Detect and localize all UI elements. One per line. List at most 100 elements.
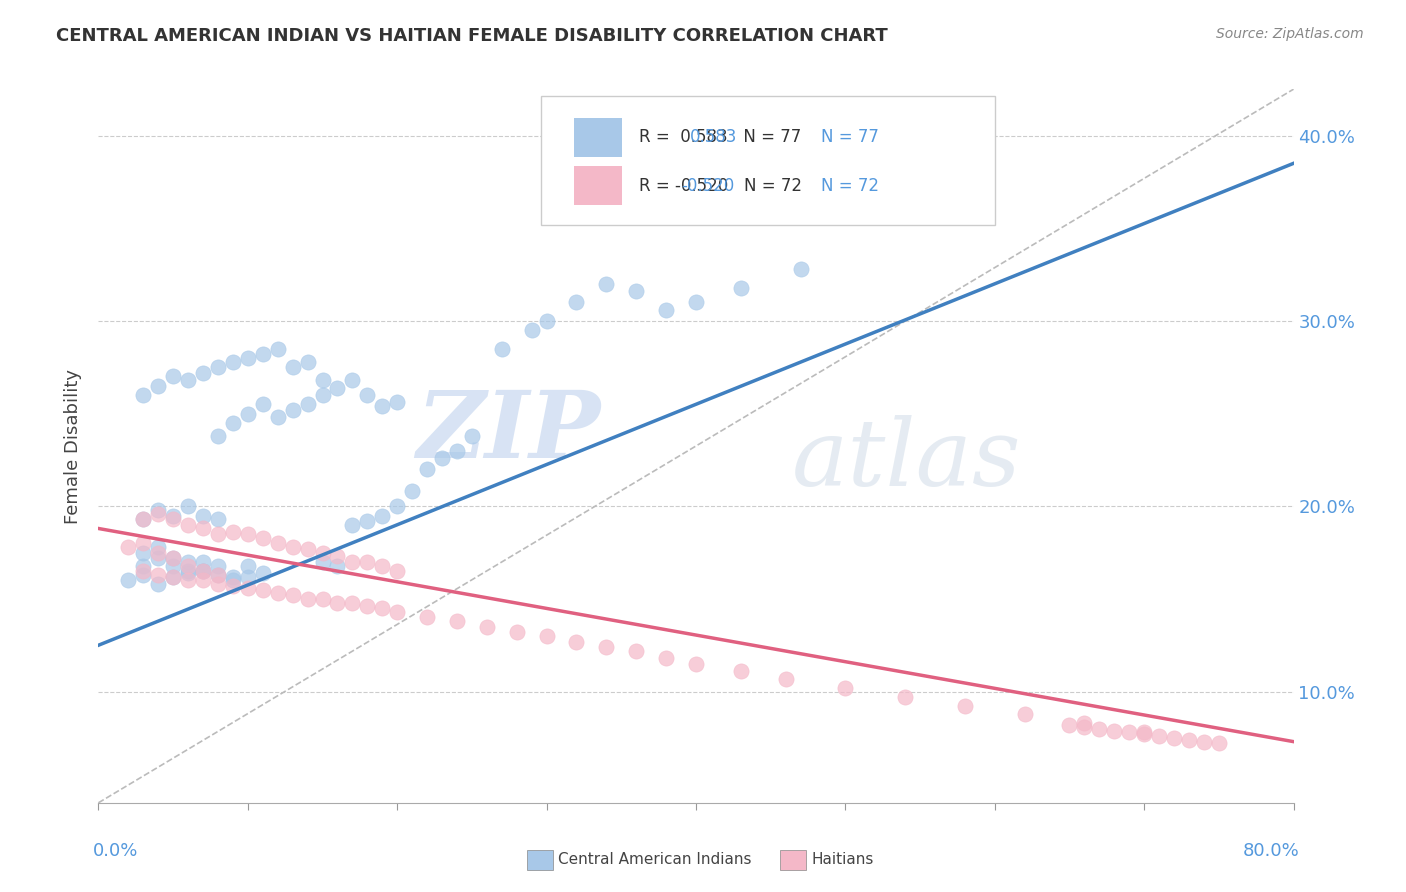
Point (132, 512, 155, 526)
Point (356, 555, 378, 569)
Point (1147, 729, 1170, 743)
Point (1133, 725, 1156, 739)
Point (655, 302, 678, 317)
Point (222, 416, 245, 430)
Point (1014, 706, 1036, 721)
Point (191, 564, 214, 578)
Point (162, 569, 184, 583)
Point (177, 566, 200, 580)
Point (506, 625, 529, 640)
Text: Central American Indians: Central American Indians (558, 853, 752, 867)
Point (148, 551, 170, 566)
Text: Source: ZipAtlas.com: Source: ZipAtlas.com (1216, 27, 1364, 41)
Point (297, 591, 319, 606)
Text: Haitians: Haitians (811, 853, 873, 867)
Point (1192, 734, 1215, 748)
FancyBboxPatch shape (540, 96, 995, 225)
Point (356, 514, 378, 528)
Point (595, 640, 617, 654)
Point (148, 545, 170, 559)
Point (148, 567, 170, 582)
Point (655, 651, 678, 665)
Point (595, 277, 617, 291)
Point (207, 558, 229, 573)
Point (191, 564, 214, 578)
Point (191, 564, 214, 578)
Point (356, 388, 378, 402)
Point (252, 347, 274, 361)
Point (207, 360, 229, 375)
Point (685, 657, 707, 671)
Point (281, 402, 304, 417)
Point (342, 517, 364, 532)
Point (177, 555, 200, 569)
Point (565, 634, 588, 648)
Point (177, 558, 200, 573)
Point (297, 541, 319, 556)
Point (191, 508, 214, 523)
Point (342, 596, 364, 610)
Point (236, 569, 259, 583)
Point (371, 508, 394, 523)
Point (267, 536, 290, 550)
Point (1088, 722, 1111, 736)
Point (148, 540, 170, 554)
Point (461, 429, 484, 443)
Point (297, 354, 319, 368)
Point (162, 569, 184, 583)
Text: 80.0%: 80.0% (1243, 842, 1299, 860)
Point (117, 574, 139, 588)
Point (491, 342, 513, 356)
Point (162, 551, 184, 566)
Point (222, 574, 245, 588)
Point (953, 699, 976, 714)
Point (865, 202, 887, 217)
Point (222, 579, 245, 593)
Point (1073, 716, 1095, 731)
Point (177, 373, 200, 387)
Point (311, 373, 333, 387)
Point (281, 540, 304, 554)
Point (730, 664, 752, 678)
Text: -0.520: -0.520 (682, 177, 735, 194)
Point (252, 397, 274, 411)
Point (252, 566, 274, 580)
Point (834, 681, 856, 695)
Point (191, 521, 214, 535)
Point (236, 581, 259, 595)
Point (416, 462, 439, 476)
Point (132, 388, 155, 402)
Point (536, 314, 558, 328)
Point (536, 629, 558, 643)
Point (326, 558, 349, 573)
Point (281, 360, 304, 375)
Point (132, 512, 155, 526)
Point (326, 596, 349, 610)
Point (267, 586, 290, 600)
Point (789, 262, 811, 277)
Point (626, 644, 648, 658)
Point (894, 690, 917, 705)
Point (177, 517, 200, 532)
Point (475, 620, 498, 634)
Point (207, 512, 229, 526)
Text: N = 77: N = 77 (821, 128, 879, 146)
Point (1059, 718, 1081, 732)
Point (1163, 731, 1185, 745)
Point (385, 564, 409, 578)
Point (1133, 727, 1156, 741)
Point (371, 558, 394, 573)
Text: CENTRAL AMERICAN INDIAN VS HAITIAN FEMALE DISABILITY CORRELATION CHART: CENTRAL AMERICAN INDIAN VS HAITIAN FEMAL… (56, 27, 889, 45)
Point (371, 399, 394, 413)
Point (326, 549, 349, 564)
Point (1073, 720, 1095, 734)
Point (207, 567, 229, 582)
Point (132, 536, 155, 550)
Point (311, 555, 333, 569)
Point (222, 569, 245, 583)
FancyBboxPatch shape (574, 166, 621, 205)
Text: N = 72: N = 72 (821, 177, 880, 194)
Point (430, 451, 453, 466)
Text: R =  0.583   N = 77: R = 0.583 N = 77 (638, 128, 801, 146)
Point (236, 527, 259, 541)
